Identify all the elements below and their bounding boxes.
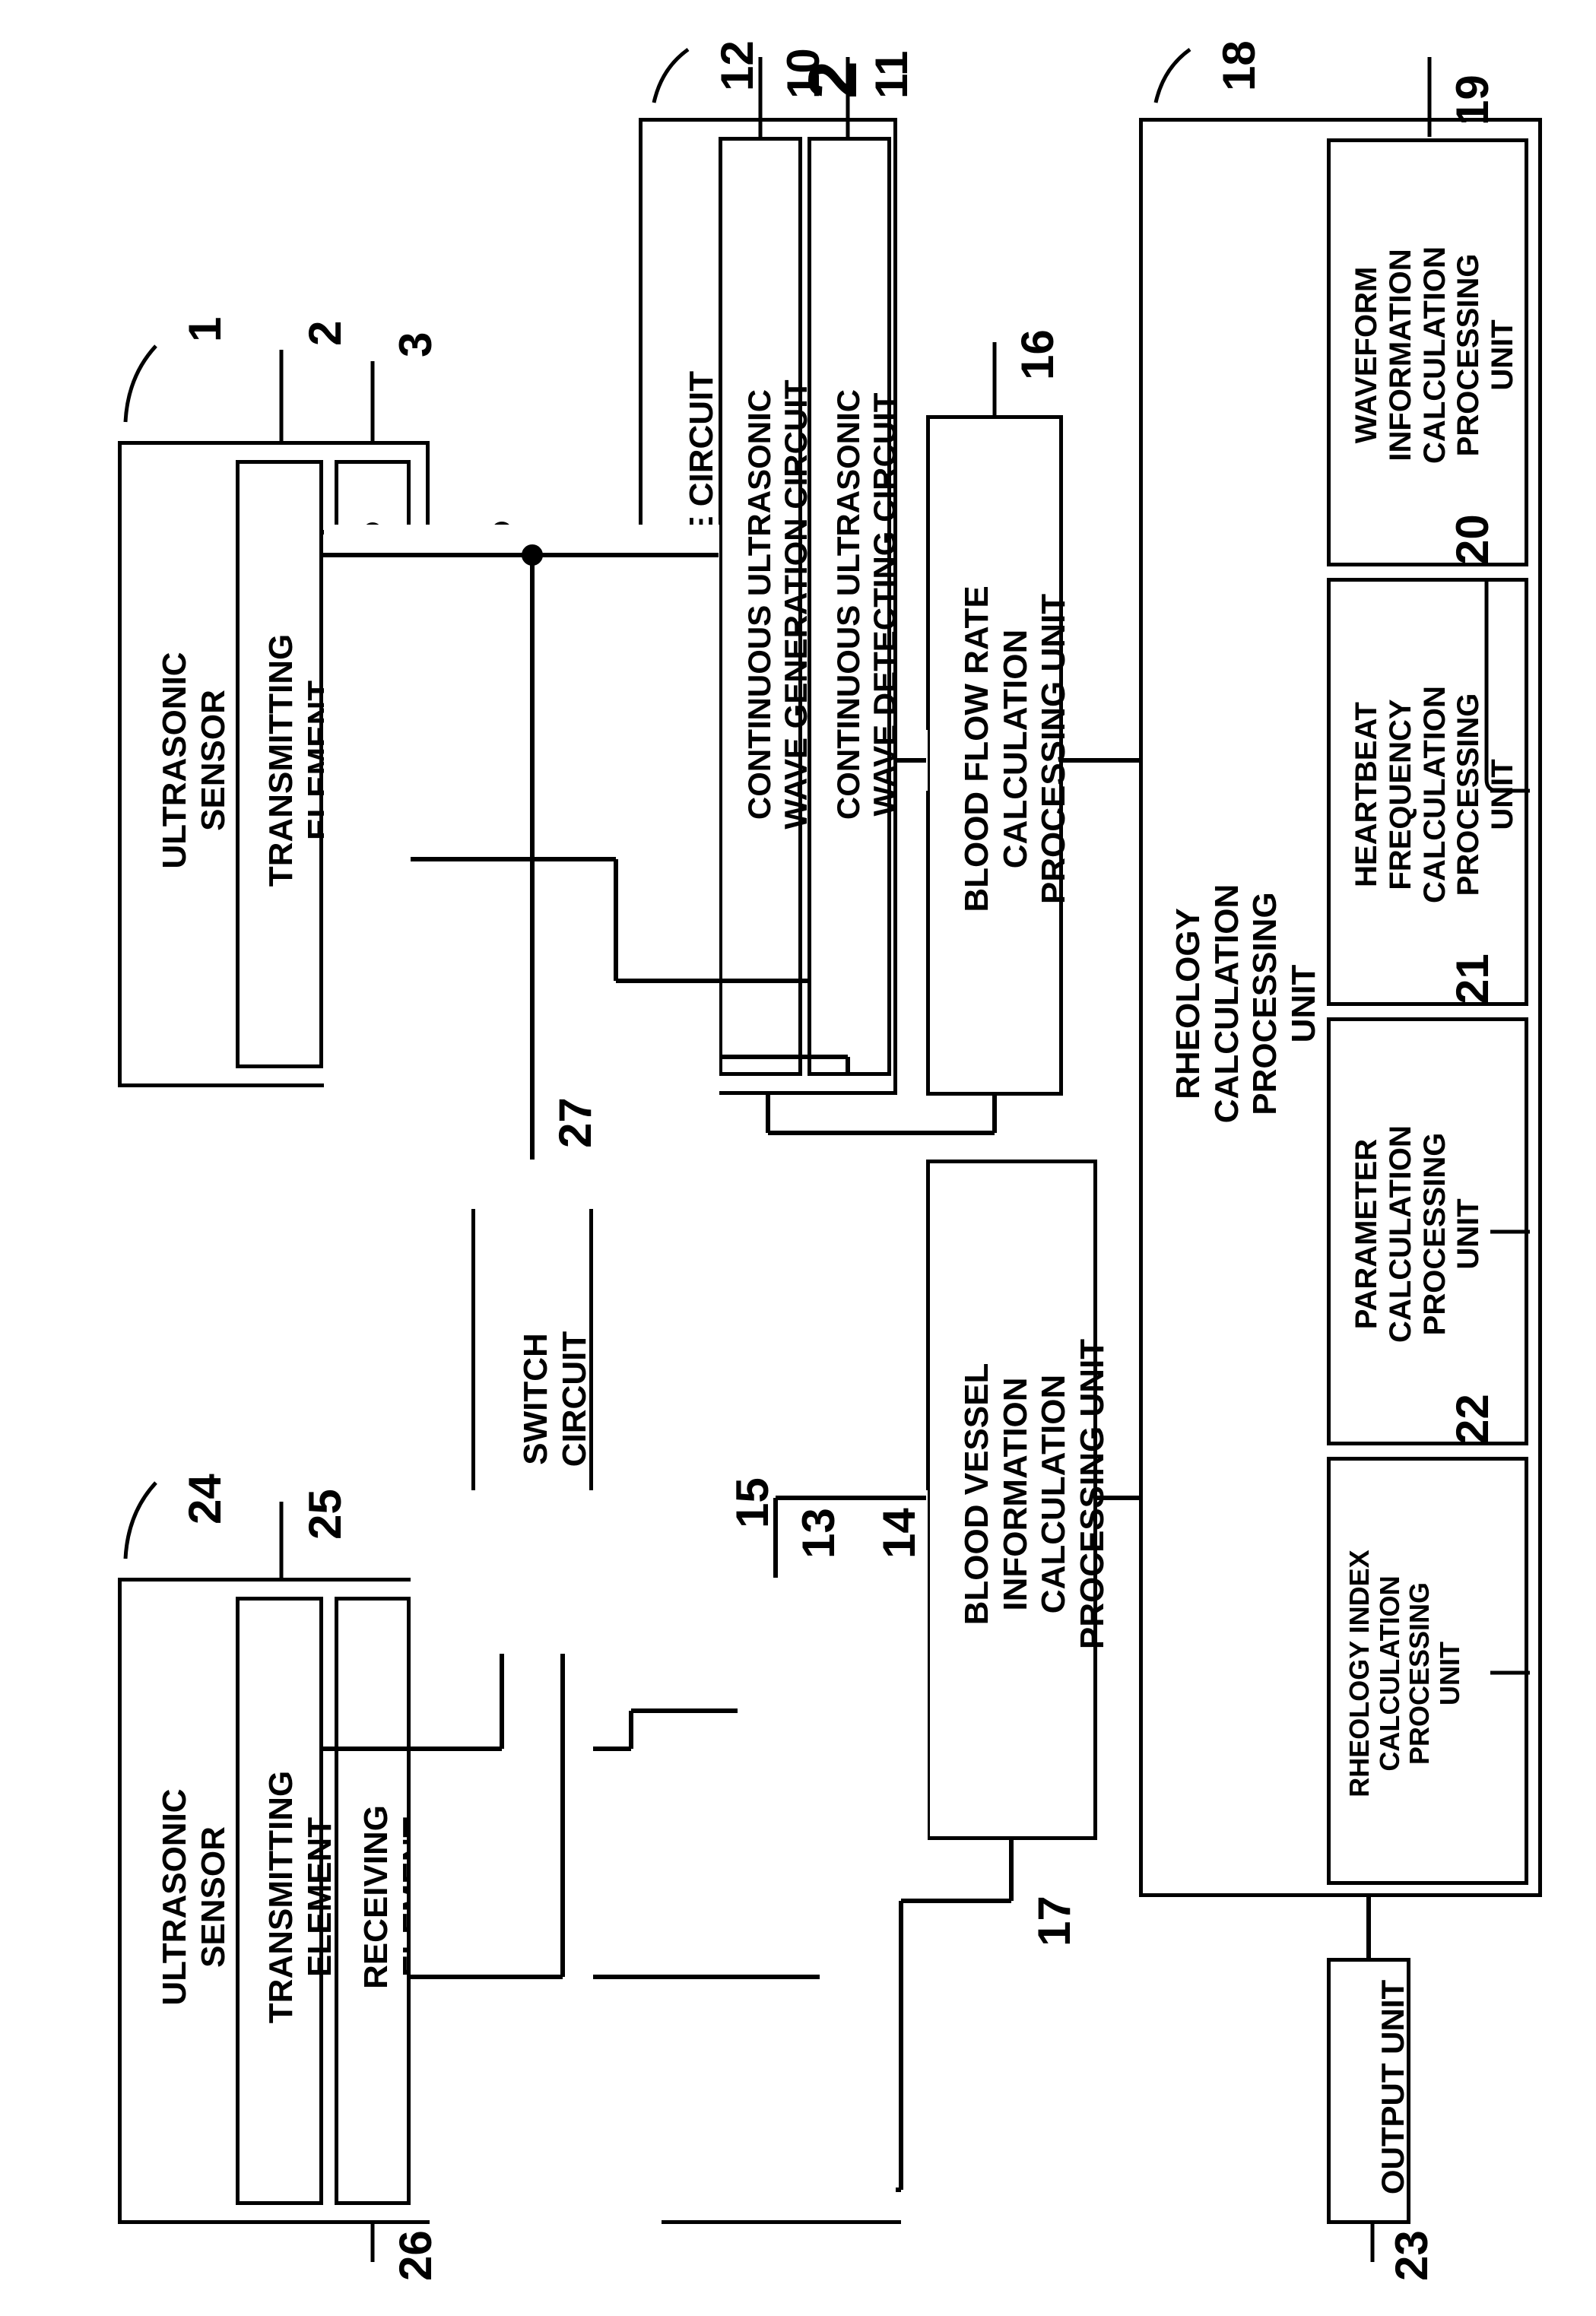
ref-20: 20 [1446,514,1499,565]
ref-3: 3 [389,332,442,357]
rheology-index-unit: RHEOLOGY INDEXCALCULATIONPROCESSINGUNIT [1327,1457,1528,1885]
ref-14: 14 [873,1508,925,1559]
ref-10: 10 [777,48,830,99]
ref-18: 18 [1213,40,1265,91]
ref-25: 25 [299,1489,351,1540]
receiving-element-1: RECEIVINGELEMENT [335,460,411,1068]
ultrasonic-sensor-1-title: ULTRASONICSENSOR [156,456,233,1064]
ref-15: 15 [726,1477,779,1528]
ref-19: 19 [1446,75,1499,125]
ref-26: 26 [389,2230,442,2281]
ref-27: 27 [549,1097,601,1148]
ref-22: 22 [1446,1394,1499,1445]
parameter-unit: PARAMETERCALCULATIONPROCESSINGUNIT [1327,1017,1528,1445]
diagram-page: FIG. 2 ULTRASONICSENSOR TRANSMITTINGELEM… [0,0,1596,2316]
ref-11: 11 [865,51,918,99]
continuous-wave-det: CONTINUOUS ULTRASONICWAVE DETECTING CIRC… [808,137,891,1076]
transmitting-element-2: TRANSMITTINGELEMENT [236,1597,323,2205]
waveform-info-unit: WAVEFORMINFORMATIONCALCULATIONPROCESSING… [1327,138,1528,566]
ref-2: 2 [299,321,351,346]
rheology-unit-title: RHEOLOGYCALCULATIONPROCESSINGUNIT [1169,137,1323,1870]
continuous-wave-gen: CONTINUOUS ULTRASONICWAVE GENERATION CIR… [719,137,802,1076]
burst-det: BURST DETECTINGCIRCUIT [820,1597,896,2205]
transmitting-element-1: TRANSMITTINGELEMENT [236,460,323,1068]
ultrasonic-sensor-2-title: ULTRASONICSENSOR [156,1593,233,2201]
burst-gen: BURST GENERATIONCIRCUIT [738,1597,814,2205]
ref-23: 23 [1385,2230,1438,2281]
ultrasonic-wave-circuit-title: ULTRASONIC WAVE CIRCUIT [683,133,722,1076]
ref-12: 12 [711,40,763,91]
ref-1: 1 [179,317,231,342]
ref-16: 16 [1011,329,1064,380]
blood-vessel-info-label: BLOOD VESSELINFORMATIONCALCULATIONPROCES… [958,1171,1112,1817]
ref-13: 13 [792,1508,845,1559]
output-unit-label: OUTPUT UNIT [1375,1965,1411,2209]
ref-21: 21 [1446,953,1499,1004]
ref-24: 24 [179,1474,231,1524]
switch-circuit-label: SWITCHCIRCUIT [517,1186,594,1612]
ref-17: 17 [1028,1896,1080,1946]
heartbeat-unit: HEARTBEATFREQUENCYCALCULATIONPROCESSINGU… [1327,578,1528,1006]
blood-flow-rate-label: BLOOD FLOW RATECALCULATIONPROCESSING UNI… [958,426,1074,1072]
receiving-element-2: RECEIVINGELEMENT [335,1597,411,2205]
